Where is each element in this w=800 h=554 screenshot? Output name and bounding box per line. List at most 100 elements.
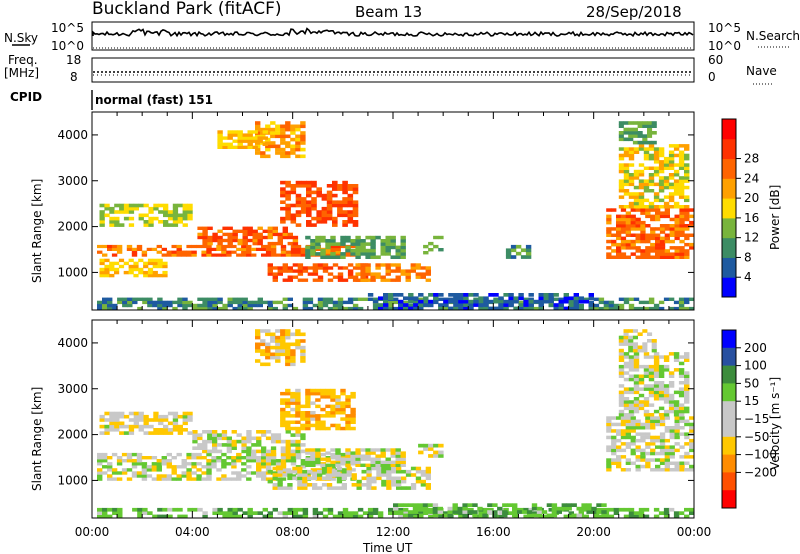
- power-cell: [275, 147, 281, 152]
- velocity-cell: [645, 445, 651, 449]
- power-cell: [162, 303, 168, 308]
- velocity-cell: [280, 462, 287, 466]
- velocity-colorbar-tick-label: 15: [744, 394, 759, 408]
- velocity-cell: [618, 371, 625, 375]
- velocity-cell: [620, 419, 627, 423]
- power-cell: [380, 248, 386, 253]
- power-cell: [142, 297, 148, 301]
- power-cell: [300, 134, 306, 139]
- power-cell: [325, 247, 331, 251]
- velocity-cell: [351, 476, 357, 481]
- power-cell: [127, 297, 133, 301]
- power-cell: [638, 147, 645, 151]
- velocity-cell: [468, 507, 474, 512]
- velocity-cell: [684, 400, 690, 404]
- velocity-cell: [643, 409, 650, 414]
- velocity-cell: [265, 332, 271, 337]
- power-cell: [181, 250, 187, 254]
- power-cell: [222, 303, 228, 308]
- power-cell: [679, 211, 685, 215]
- velocity-cell: [655, 458, 661, 462]
- velocity-cell: [265, 355, 271, 360]
- velocity-cell: [320, 457, 326, 461]
- power-cell: [628, 182, 635, 187]
- velocity-cell: [381, 479, 387, 484]
- power-cell: [242, 238, 248, 243]
- power-cell: [653, 192, 660, 196]
- velocity-cell: [202, 446, 208, 450]
- power-cell: [378, 303, 384, 307]
- power-cell: [383, 306, 389, 311]
- power-cell: [606, 246, 612, 250]
- velocity-cell: [633, 364, 640, 369]
- velocity-cell: [472, 510, 478, 514]
- velocity-cell: [438, 450, 444, 455]
- power-cell: [104, 213, 110, 218]
- power-cell: [347, 272, 354, 276]
- power-cell: [227, 130, 233, 134]
- power-cell: [393, 300, 399, 305]
- velocity-cell: [635, 426, 641, 430]
- velocity-cell: [632, 342, 638, 346]
- velocity-cell: [684, 374, 690, 378]
- velocity-cell: [623, 413, 630, 417]
- power-cell: [380, 278, 386, 282]
- power-cell: [317, 275, 324, 279]
- velocity-cell: [678, 511, 685, 515]
- velocity-cell: [221, 474, 227, 478]
- velocity-cell: [251, 449, 257, 454]
- velocity-cell: [526, 510, 533, 514]
- velocity-cell: [163, 428, 169, 432]
- velocity-cell: [684, 371, 690, 375]
- velocity-cell: [156, 459, 162, 463]
- velocity-cell: [116, 477, 123, 481]
- power-cell: [385, 248, 391, 253]
- power-ytick-label: 2000: [57, 220, 88, 234]
- power-cell: [282, 232, 288, 237]
- velocity-cell: [418, 511, 424, 515]
- velocity-cell: [663, 413, 670, 417]
- power-cell: [272, 306, 278, 311]
- power-cell: [307, 300, 314, 305]
- power-cell: [611, 208, 617, 212]
- velocity-cell: [192, 507, 198, 512]
- velocity-cell: [260, 329, 266, 333]
- nsky-trace: [92, 27, 694, 38]
- power-cell: [678, 189, 685, 193]
- velocity-cell: [355, 451, 361, 455]
- power-cell: [290, 190, 297, 195]
- velocity-cell: [236, 459, 242, 463]
- power-cell: [104, 206, 110, 211]
- velocity-cell: [330, 391, 336, 396]
- power-cell: [403, 303, 409, 307]
- time-tick-label: 08:00: [275, 525, 310, 539]
- velocity-cell: [684, 468, 690, 472]
- velocity-cell: [310, 448, 316, 452]
- power-cell: [633, 297, 640, 301]
- velocity-cell: [518, 507, 524, 512]
- power-cell: [147, 261, 154, 266]
- power-cell: [658, 176, 665, 180]
- power-cell: [388, 293, 394, 297]
- velocity-cell: [386, 486, 392, 490]
- velocity-cell: [236, 439, 242, 444]
- power-cell: [520, 248, 527, 253]
- power-cell: [295, 184, 302, 188]
- power-cell: [623, 192, 630, 196]
- power-cell: [217, 142, 223, 146]
- power-cell: [242, 145, 248, 149]
- velocity-cell: [616, 416, 622, 420]
- power-cell: [277, 235, 283, 240]
- power-cell: [365, 272, 371, 276]
- velocity-cell: [300, 426, 306, 431]
- velocity-cell: [345, 404, 351, 409]
- velocity-cell: [668, 381, 675, 385]
- power-cell: [104, 267, 110, 272]
- velocity-cell: [182, 428, 188, 432]
- power-cell: [352, 213, 359, 218]
- power-cell: [217, 306, 223, 311]
- velocity-cell: [256, 468, 262, 472]
- power-cell: [123, 216, 130, 221]
- velocity-cell: [295, 404, 301, 409]
- power-cell: [326, 190, 333, 195]
